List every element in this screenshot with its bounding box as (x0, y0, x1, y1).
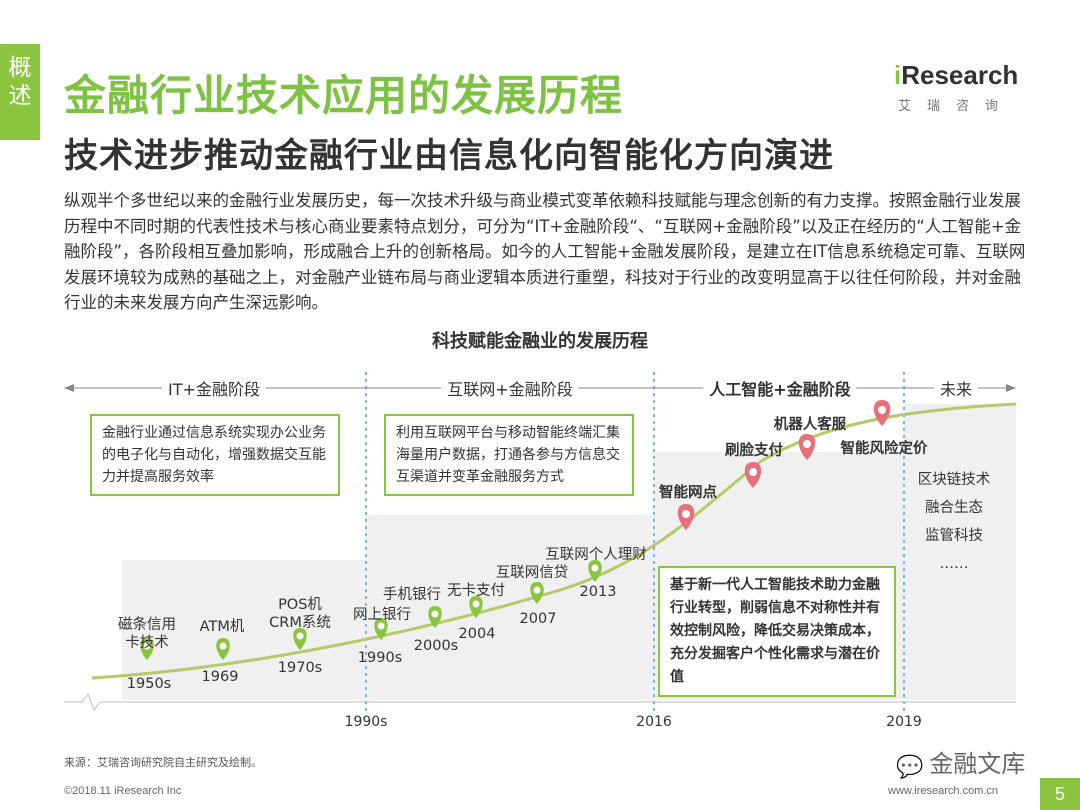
diagram-title: 科技赋能金融业的发展历程 (432, 331, 648, 352)
marker-smart-branch (677, 504, 695, 530)
internet-stage-panel (366, 515, 654, 700)
page-title: 金融行业技术应用的发展历程 (64, 71, 624, 120)
event-label-online-credit: 互联网信贷 (495, 565, 569, 581)
year-2013: 2013 (579, 584, 617, 600)
future-item: 融合生态 (925, 500, 983, 516)
section-tab-char-2: 述 (8, 83, 32, 109)
axis-label-2016: 2016 (636, 714, 672, 730)
copyright: ©2018.11 iResearch Inc (64, 785, 182, 797)
marker-risk-pricing (873, 400, 891, 426)
page-subtitle: 技术进步推动金融行业由信息化向智能化方向演进 (64, 136, 834, 176)
marker-1969 (216, 638, 230, 660)
growth-curve (91, 402, 1017, 680)
event-label-pos-line2: CRM系统 (269, 615, 331, 631)
watermark: 💬 金融文库 (896, 744, 1025, 780)
callout-ai-stage: 基于新一代人工智能技术助力金融行业转型，削弱信息不对称性并有效控制风险，降低交易… (658, 566, 896, 697)
marker-2000s (428, 606, 442, 628)
marker-2007 (530, 582, 544, 604)
event-label-pos-crm: POS机 CRM系统 (269, 596, 331, 632)
marker-face-pay (744, 462, 762, 488)
watermark-text: 金融文库 (929, 750, 1026, 778)
marker-2004 (469, 596, 483, 618)
event-label-pos-line1: POS机 (278, 597, 322, 613)
event-label-mobile-banking: 手机银行 (383, 587, 441, 603)
event-label-robot-service: 机器人客服 (773, 417, 847, 433)
stage-it: IT+金融阶段 (162, 376, 266, 400)
event-label-atm: ATM机 (199, 619, 245, 635)
section-tab: 概 述 (0, 44, 40, 140)
logo-brand-rest: Research (901, 60, 1019, 90)
marker-1970s (293, 628, 307, 650)
axis-label-1990s: 1990s (344, 714, 388, 730)
stage-bar: IT+金融阶段 互联网+金融阶段 人工智能+金融阶段 未来 (64, 376, 1016, 400)
callout-internet-stage: 利用互联网平台与移动智能终端汇集海量用户数据，打通各参与方信息交互渠道并变革金融… (384, 414, 634, 496)
wechat-icon: 💬 (896, 755, 924, 780)
iresearch-logo: iResearch 艾瑞咨询 (894, 60, 1024, 120)
marker-2013 (588, 560, 602, 582)
event-label-online-wealth: 互联网个人理财 (545, 547, 647, 563)
it-stage-panel (122, 560, 366, 700)
future-item: 区块链技术 (917, 472, 991, 488)
event-label-cardless-pay: 无卡支付 (447, 583, 505, 599)
year-2000s: 2000s (413, 638, 459, 654)
section-tab-char-1: 概 (8, 55, 32, 81)
event-label-face-pay: 刷脸支付 (725, 443, 783, 459)
event-label-magstripe-line2: 卡技术 (125, 635, 169, 651)
year-2004: 2004 (458, 626, 496, 642)
marker-1950s (140, 638, 154, 660)
page-number: 5 (1040, 778, 1080, 810)
future-item: 监管科技 (925, 528, 983, 544)
year-1969: 1969 (201, 669, 239, 685)
year-1970s: 1970s (277, 660, 323, 676)
stage-ai: 人工智能+金融阶段 (703, 376, 857, 400)
stage-internet: 互联网+金融阶段 (441, 376, 579, 400)
time-axis (64, 692, 1016, 712)
future-stage-panel (904, 404, 1016, 700)
year-1990s: 1990s (357, 650, 403, 666)
logo-brand-accent: i (894, 60, 902, 90)
callout-it-stage: 金融行业通过信息系统实现办公业务的电子化与自动化，增强数据交互能力并提高服务效率 (90, 414, 340, 496)
stage-future: 未来 (933, 376, 979, 400)
year-2007: 2007 (519, 611, 557, 627)
marker-1990s (374, 618, 388, 640)
site-url[interactable]: www.iresearch.com.cn (888, 785, 999, 797)
source-note: 来源：艾瑞咨询研究院自主研究及绘制。 (64, 756, 262, 769)
marker-robot-service (798, 434, 816, 460)
intro-paragraph: 纵观半个多世纪以来的金融行业发展历史，每一次技术升级与商业模式变革依赖科技赋能与… (64, 191, 1026, 312)
future-items: 区块链技术 融合生态 监管科技 …… (904, 466, 1004, 578)
event-label-online-banking: 网上银行 (353, 607, 411, 623)
logo-cn: 艾瑞咨询 (898, 99, 1015, 114)
event-label-risk-pricing: 智能风险定价 (840, 441, 928, 457)
logo-brand: iResearch (894, 60, 1024, 91)
event-label-magstripe: 磁条信用 卡技术 (118, 616, 176, 652)
event-label-magstripe-line1: 磁条信用 (118, 617, 176, 633)
event-label-smart-branch: 智能网点 (659, 485, 717, 501)
axis-label-2019: 2019 (886, 714, 922, 730)
future-item: …… (939, 556, 969, 572)
year-1950s: 1950s (126, 676, 172, 692)
